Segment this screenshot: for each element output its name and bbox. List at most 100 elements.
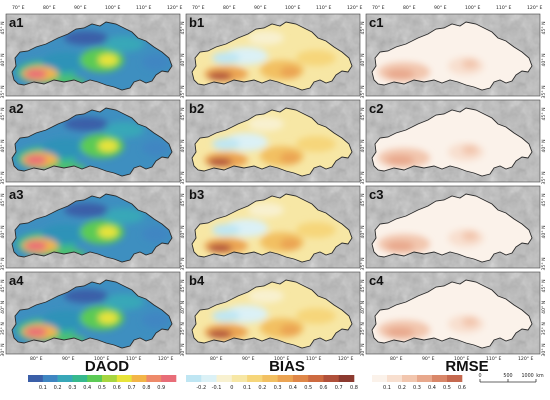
bottom-lon-label: 80° E [390,356,403,362]
bottom-lon-label: 90° E [62,356,75,362]
lat-label: 35° N [0,322,6,335]
lat-label: 45° N [541,21,547,34]
lat-label: 45° N [0,21,6,34]
lat-label: 35° N [180,322,186,335]
map-panel-c1: c1 [365,13,541,97]
lat-label: 35° N [0,257,6,270]
colorbar-tick: 0.6 [113,385,121,391]
lat-label: 40° N [360,53,366,66]
colorbar-swatch [231,375,248,382]
colorbar-swatch [262,375,278,382]
panel-frame [185,99,361,183]
bottom-lon-label: 80° E [210,356,223,362]
lat-label: 40° N [360,139,366,152]
lat-label: 45° N [541,279,547,292]
colorbar-swatch [338,375,355,382]
lat-label: 40° N [360,225,366,238]
colorbar-tick: 0.7 [128,385,136,391]
lat-label: 40° N [180,53,186,66]
colorbar-swatch [201,375,217,382]
colorbar-swatch [247,375,263,382]
colorbar-tick: 0 [230,385,233,391]
panel-label: c3 [369,187,383,202]
lat-label: 40° N [0,225,6,238]
lat-label: 35° N [360,171,366,184]
colorbar-tick: 0.2 [258,385,266,391]
colorbar-swatch [42,375,58,382]
lat-label: 45° N [0,279,6,292]
lat-label: 45° N [360,107,366,120]
colorbar-swatch [323,375,340,382]
scale-bar-label: 500 [503,373,512,379]
map-panel-a1: a1 [5,13,181,97]
map-panel-c4: c4 [365,271,541,355]
lat-label: 40° N [541,139,547,152]
top-lon-label: 90° E [434,5,447,11]
map-panel-c3: c3 [365,185,541,269]
lat-label: 45° N [541,107,547,120]
top-lon-label: 70° E [372,5,385,11]
map-grid: a1 a2 a3 a4 b1 b2 b3 b4 c1 c2 c3 c4 [5,13,541,355]
bottom-lon-label: 100° E [274,356,290,362]
colorbar-tick: 0.3 [274,385,282,391]
colorbar-swatch [447,375,463,382]
panel-frame [5,185,181,269]
panel-frame [5,13,181,97]
colorbar-swatch [372,375,388,382]
lat-label: 45° N [360,21,366,34]
map-panel-a3: a3 [5,185,181,269]
lat-label: 40° N [180,301,186,314]
column-title-bias: BIAS [269,358,305,375]
panel-label: a4 [9,273,24,288]
lat-label: 40° N [0,301,6,314]
colorbar-swatch [72,375,88,382]
colorbar-swatch [308,375,324,382]
colorbar-swatch [28,375,44,382]
colorbar-tick: -0.1 [212,385,222,391]
colorbar-swatch [277,375,294,382]
lat-label: 35° N [541,257,547,270]
colorbar-tick: 0.4 [289,385,297,391]
lat-label: 45° N [360,279,366,292]
top-lon-label: 100° E [465,5,481,11]
lat-label: 35° N [180,171,186,184]
map-panel-a4: a4 [5,271,181,355]
lat-label: 40° N [541,301,547,314]
scale-bar-label: 1000 [521,373,533,379]
lat-label: 45° N [0,107,6,120]
panel-frame [5,271,181,355]
map-panel-b4: b4 [185,271,361,355]
panel-frame [365,185,541,269]
top-lon-label: 120° E [167,5,183,11]
colorbar-tick: 0.1 [383,385,391,391]
lat-label: 45° N [360,193,366,206]
column-title-daod: DAOD [85,358,129,375]
colorbar-tick: 0.3 [68,385,76,391]
colorbar-tick: 0.2 [54,385,62,391]
lat-label: 35° N [541,85,547,98]
colorbar-tick: 0.8 [350,385,358,391]
colorbar-tick: 0.5 [98,385,106,391]
top-lon-label: 120° E [527,5,543,11]
bottom-lon-label: 100° E [454,356,470,362]
lat-label: 40° N [0,53,6,66]
lat-label: 30° N [0,343,6,356]
map-panel-c2: c2 [365,99,541,183]
lat-label: 45° N [0,193,6,206]
lat-label: 40° N [0,139,6,152]
lat-label: 35° N [0,171,6,184]
colorbar-swatch [87,375,103,382]
lat-label: 45° N [180,107,186,120]
lat-label: 45° N [541,193,547,206]
lat-label: 45° N [180,21,186,34]
top-lon-label: 80° E [403,5,416,11]
lat-label: 35° N [541,322,547,335]
map-panel-b2: b2 [185,99,361,183]
lat-label: 30° N [360,343,366,356]
bottom-lon-label: 120° E [338,356,354,362]
bottom-lon-label: 90° E [242,356,255,362]
lat-label: 35° N [180,85,186,98]
panel-label: c4 [369,273,384,288]
colorbar-tick: 0.9 [157,385,165,391]
bottom-lon-label: 100° E [94,356,110,362]
